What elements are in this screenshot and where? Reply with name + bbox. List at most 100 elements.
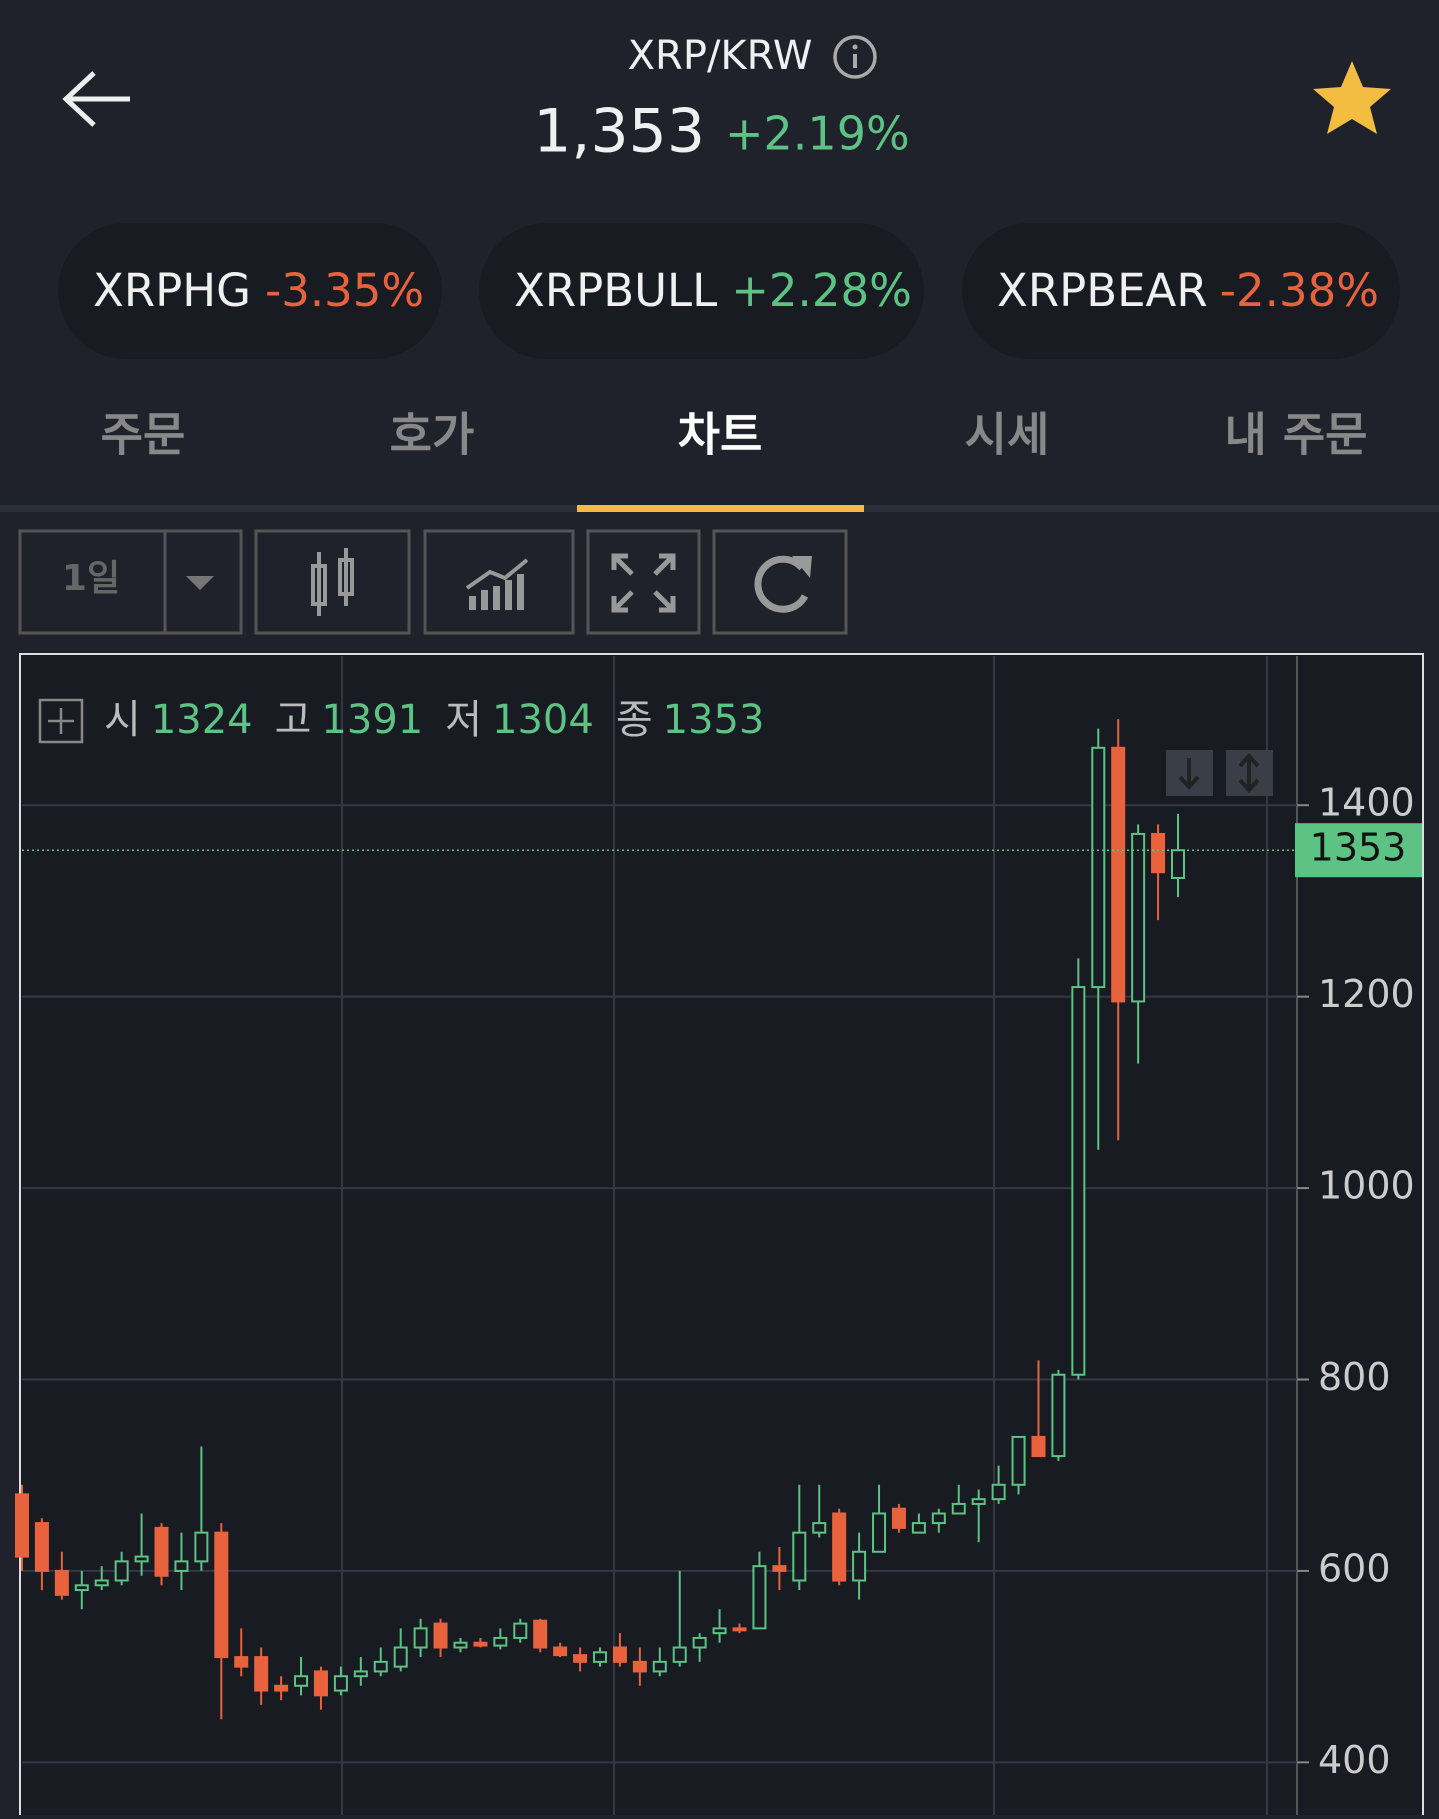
indicator-icon	[465, 558, 529, 610]
pill-text: XRPBULL +2.28%	[514, 264, 912, 317]
candle-body	[632, 1660, 647, 1673]
candle-body	[493, 1636, 508, 1647]
legend-label: 저	[445, 697, 482, 743]
candle-body	[174, 1560, 189, 1572]
legend-label: 시	[104, 697, 141, 743]
chart-type-button[interactable]	[254, 529, 411, 635]
tab[interactable]: 주문	[101, 408, 186, 462]
y-tick-label: 1200	[1318, 972, 1415, 1016]
candle-body	[533, 1619, 548, 1649]
pill-name: XRPHG	[93, 264, 251, 317]
candle-body	[872, 1512, 887, 1553]
candle-body	[931, 1512, 946, 1525]
tab[interactable]: 내 주문	[1225, 408, 1368, 462]
interval-button[interactable]	[18, 529, 243, 635]
candle-body	[433, 1622, 448, 1649]
info-icon[interactable]	[833, 35, 877, 79]
down-icon	[1178, 758, 1200, 790]
y-tick-label: 1400	[1318, 781, 1415, 825]
last-price-label: 1353	[1310, 826, 1407, 870]
candle-body	[772, 1565, 787, 1572]
candle-body	[692, 1636, 707, 1649]
candle-body	[672, 1646, 687, 1663]
ohlc-legend: 시 1324 고 1391 저 1304 종 1353	[104, 697, 764, 743]
candle-body	[473, 1641, 488, 1647]
indicator-button[interactable]	[423, 529, 575, 635]
candle-body	[373, 1660, 388, 1673]
y-tick-label: 600	[1318, 1546, 1391, 1590]
candle-body	[832, 1512, 847, 1582]
pill-change: -2.38%	[1220, 264, 1379, 317]
legend-value: 1353	[663, 697, 765, 743]
pill-name: XRPBULL	[514, 264, 717, 317]
candle-body	[1051, 1373, 1066, 1458]
candle-body	[1111, 746, 1126, 1003]
legend-value: 1391	[321, 697, 423, 743]
pill-change: +2.28%	[731, 264, 912, 317]
favorite-star[interactable]	[1313, 61, 1391, 134]
pill-text: XRPBEAR -2.38%	[997, 264, 1379, 317]
pill-name: XRPBEAR	[997, 264, 1206, 317]
candle-body	[792, 1531, 807, 1582]
candle-body	[612, 1646, 627, 1663]
candle-body	[1011, 1435, 1026, 1486]
candle-body	[652, 1660, 667, 1673]
candle-body	[413, 1627, 428, 1649]
y-tick-label: 1000	[1318, 1164, 1415, 1208]
pill[interactable]	[962, 223, 1400, 359]
legend-value: 1304	[492, 697, 594, 743]
vertical-grid	[341, 656, 1268, 1815]
candle-body	[194, 1531, 209, 1563]
tab-indicator	[577, 505, 864, 512]
candle-body	[333, 1675, 348, 1692]
candle-body	[453, 1641, 468, 1649]
candle-body	[114, 1560, 129, 1582]
tab[interactable]: 호가	[390, 408, 475, 462]
candle-body	[254, 1656, 269, 1692]
candle-body	[1171, 849, 1185, 879]
candle-body	[553, 1646, 568, 1657]
updown-icon	[1238, 753, 1260, 793]
refresh-icon	[754, 555, 812, 613]
candle-icon	[311, 548, 354, 616]
candle-body	[353, 1670, 368, 1678]
interval-label: 1일	[62, 558, 120, 599]
crosshair-icon[interactable]	[38, 698, 84, 744]
tab-active[interactable]: 차트	[678, 408, 763, 462]
refresh-button[interactable]	[712, 529, 848, 635]
title: XRP/KRW	[628, 33, 813, 79]
candle-body	[852, 1550, 867, 1582]
candle-body	[274, 1684, 289, 1692]
candle-body	[732, 1627, 747, 1632]
candle-body	[991, 1483, 1006, 1501]
fullscreen-button[interactable]	[586, 529, 701, 635]
candle-body	[154, 1526, 169, 1577]
legend-label: 종	[616, 697, 653, 743]
pill[interactable]	[58, 223, 442, 359]
candle-body	[513, 1622, 528, 1639]
pill[interactable]	[479, 223, 924, 359]
candle-body	[393, 1646, 408, 1668]
candle-body	[971, 1498, 986, 1505]
candle-body	[15, 1493, 29, 1558]
back-button[interactable]	[62, 71, 130, 127]
candle-body	[573, 1654, 588, 1663]
y-tick-label: 400	[1318, 1738, 1391, 1782]
fullscreen-icon	[611, 553, 676, 613]
dropdown-icon	[186, 576, 214, 590]
price-change: +2.19%	[725, 107, 910, 161]
candle-body	[34, 1522, 49, 1572]
candle-body	[712, 1627, 727, 1635]
pill-change: -3.35%	[265, 264, 424, 317]
candle-body	[94, 1579, 109, 1587]
tab[interactable]: 시세	[965, 408, 1050, 462]
candle-body	[891, 1507, 906, 1529]
candle-body	[1151, 832, 1166, 874]
candle-body	[1131, 832, 1146, 1003]
legend-value: 1324	[151, 697, 253, 743]
pill-text: XRPHG -3.35%	[93, 264, 424, 317]
candle-body	[812, 1522, 827, 1534]
y-tick-label: 800	[1318, 1355, 1391, 1399]
